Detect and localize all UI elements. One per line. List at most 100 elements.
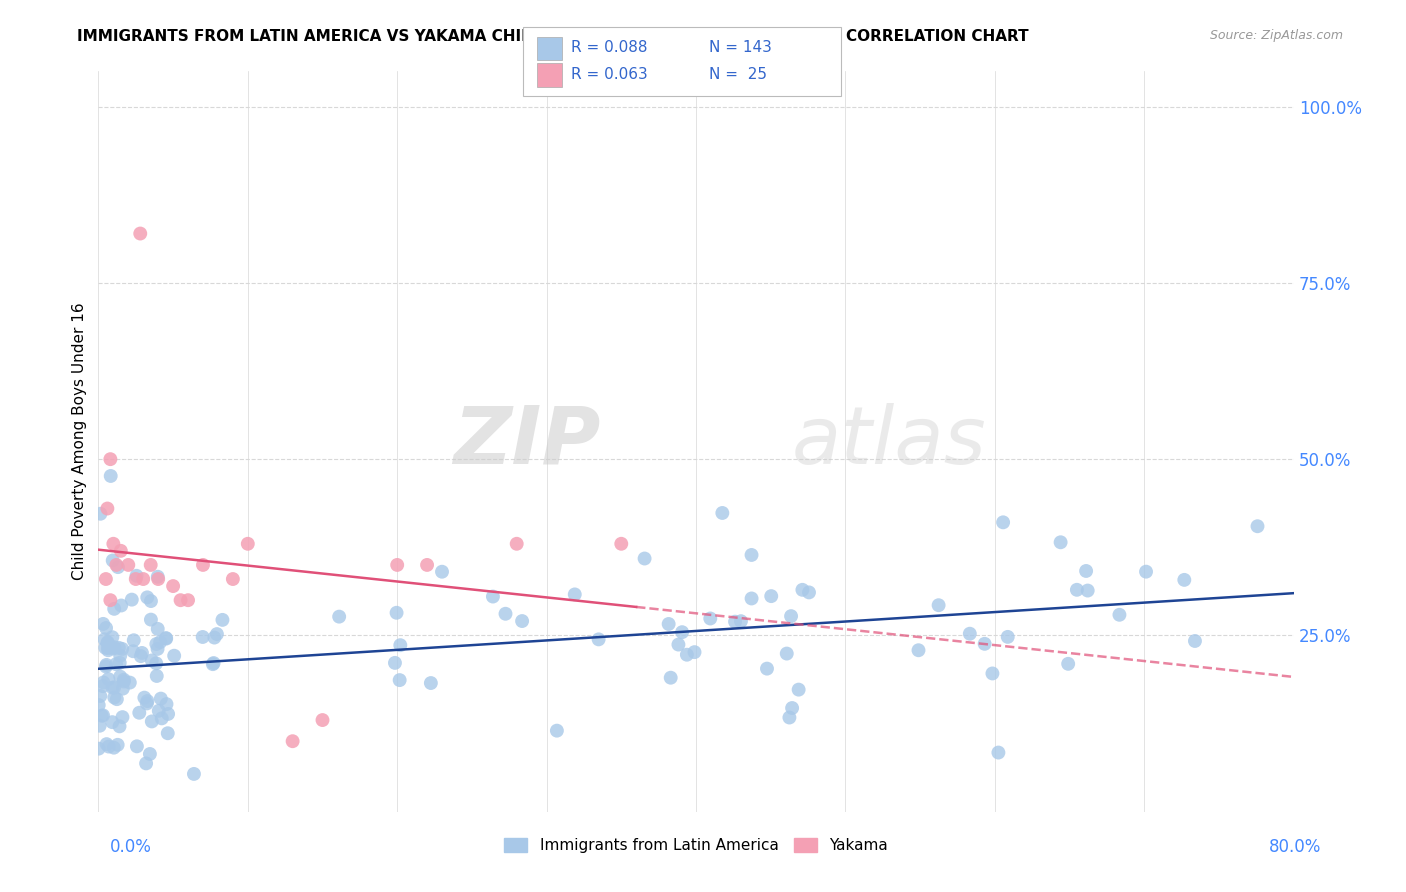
Point xyxy=(105,558,128,572)
Point xyxy=(129,649,152,664)
Point xyxy=(201,657,224,672)
Point xyxy=(141,714,163,729)
Point xyxy=(633,551,655,566)
Text: 80.0%: 80.0% xyxy=(1270,838,1322,856)
Point xyxy=(384,656,406,670)
Point xyxy=(389,638,412,652)
Point xyxy=(139,613,162,627)
Point xyxy=(328,609,350,624)
Point xyxy=(668,638,690,652)
Point xyxy=(416,558,439,572)
Point xyxy=(495,607,517,621)
Point xyxy=(482,590,505,604)
Point xyxy=(136,694,159,708)
Point xyxy=(778,710,800,724)
Point xyxy=(149,691,172,706)
Point xyxy=(671,625,693,640)
Point xyxy=(90,708,112,723)
Point xyxy=(510,614,533,628)
Point xyxy=(110,544,132,558)
Point xyxy=(780,701,803,715)
Point xyxy=(659,671,682,685)
Point xyxy=(177,593,200,607)
Point xyxy=(148,572,170,586)
Point xyxy=(907,643,929,657)
Point xyxy=(108,719,131,733)
Point xyxy=(928,598,950,612)
Point xyxy=(676,648,699,662)
Point xyxy=(683,645,706,659)
Point xyxy=(1066,582,1088,597)
Point xyxy=(111,641,134,656)
Point xyxy=(110,648,132,663)
Point xyxy=(385,558,409,572)
Point xyxy=(132,572,155,586)
Point xyxy=(797,585,820,599)
Point xyxy=(89,689,111,703)
Point xyxy=(157,706,180,721)
Point xyxy=(93,632,115,647)
Point xyxy=(96,657,118,672)
Point xyxy=(281,734,304,748)
Point xyxy=(1049,535,1071,549)
Point xyxy=(146,570,169,584)
Point xyxy=(139,558,162,572)
Point xyxy=(101,715,124,730)
Point xyxy=(103,740,125,755)
Point xyxy=(122,644,145,658)
Point xyxy=(987,746,1010,760)
Point xyxy=(155,631,177,645)
Legend: Immigrants from Latin America, Yakama: Immigrants from Latin America, Yakama xyxy=(498,832,894,860)
Point xyxy=(93,675,115,690)
Point xyxy=(101,681,124,695)
Point xyxy=(730,614,752,628)
Point xyxy=(118,675,141,690)
Point xyxy=(1074,564,1097,578)
Point xyxy=(122,633,145,648)
Point xyxy=(97,641,120,656)
Point xyxy=(94,621,117,635)
Point xyxy=(149,635,172,649)
Point xyxy=(96,501,118,516)
Point xyxy=(134,690,156,705)
Point xyxy=(588,632,610,647)
Point xyxy=(997,630,1019,644)
Point xyxy=(1077,583,1099,598)
Point xyxy=(183,767,205,781)
Point xyxy=(111,681,134,696)
Point xyxy=(162,579,184,593)
Point xyxy=(724,615,747,629)
Point xyxy=(1184,634,1206,648)
Point xyxy=(145,637,167,651)
Point xyxy=(91,679,114,693)
Text: 0.0%: 0.0% xyxy=(110,838,152,856)
Point xyxy=(97,672,120,686)
Point xyxy=(546,723,568,738)
Point xyxy=(87,698,110,712)
Point xyxy=(121,592,143,607)
Point xyxy=(87,741,110,756)
Point xyxy=(222,572,245,586)
Point xyxy=(97,739,120,754)
Point xyxy=(191,558,214,572)
Point xyxy=(91,616,114,631)
Point xyxy=(148,704,170,718)
Point xyxy=(125,572,148,586)
Point xyxy=(103,602,125,616)
Point xyxy=(131,646,153,660)
Text: IMMIGRANTS FROM LATIN AMERICA VS YAKAMA CHILD POVERTY AMONG BOYS UNDER 16 CORREL: IMMIGRANTS FROM LATIN AMERICA VS YAKAMA … xyxy=(77,29,1029,44)
Point xyxy=(610,537,633,551)
Point xyxy=(150,711,173,725)
Point xyxy=(112,673,135,687)
Point xyxy=(564,587,586,601)
Text: N = 143: N = 143 xyxy=(709,40,772,54)
Text: ZIP: ZIP xyxy=(453,402,600,481)
Point xyxy=(991,516,1014,530)
Point xyxy=(97,635,120,649)
Point xyxy=(125,739,148,754)
Point xyxy=(430,565,453,579)
Point xyxy=(1173,573,1195,587)
Point xyxy=(711,506,734,520)
Point xyxy=(94,572,117,586)
Point xyxy=(128,706,150,720)
